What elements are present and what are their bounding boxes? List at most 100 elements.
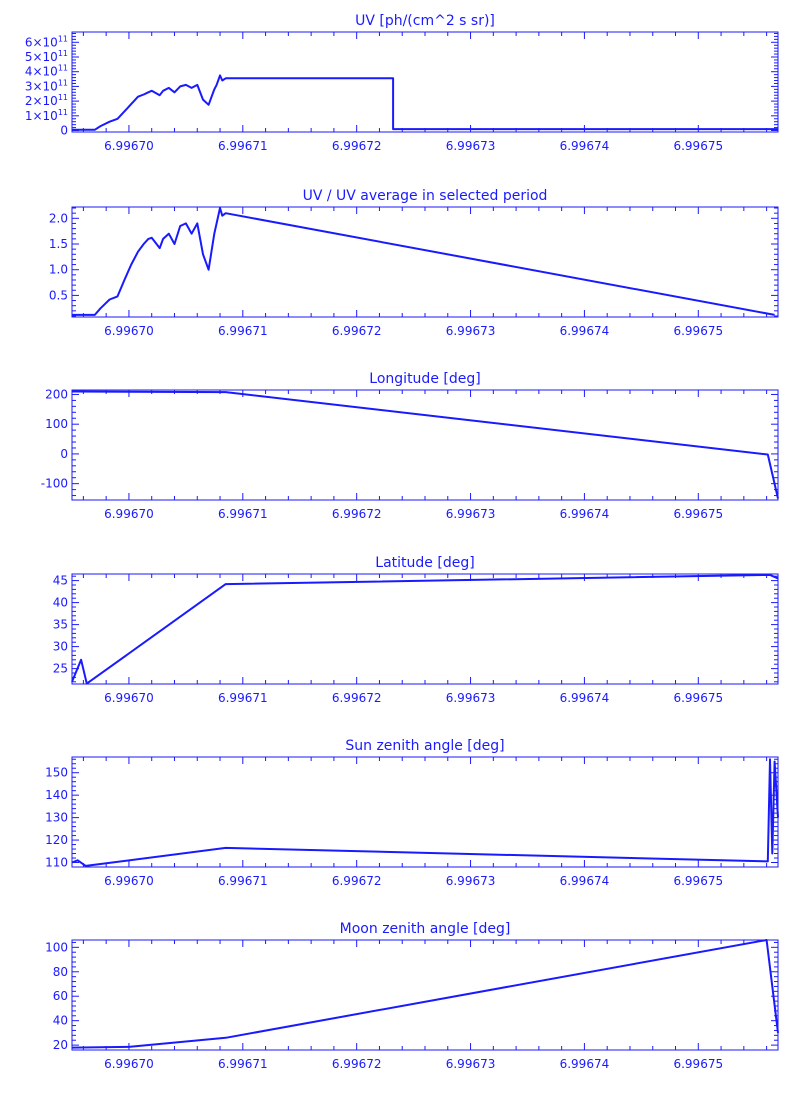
y-tick-exponent: 11 [58,49,68,58]
y-tick-label: 100 [45,417,68,431]
chart-title: Longitude [deg] [369,371,480,387]
plot-frame [71,573,779,685]
plot-frame [71,31,779,133]
series-line [71,758,779,867]
x-tick-label: 6.99674 [560,507,610,521]
y-tick-label: 1×1011 [25,108,68,123]
y-tick-label: -100 [41,477,68,491]
y-tick-mantissa: 3×10 [25,79,58,93]
y-tick-label: 5×1011 [25,49,68,64]
x-tick-label: 6.99675 [673,691,723,705]
series-line [71,573,779,685]
plot-frame [71,756,779,868]
y-tick-label: 200 [45,387,68,401]
y-tick-label: 40 [53,1014,68,1028]
x-tick-label: 6.99673 [446,691,496,705]
y-tick-label: 35 [53,618,68,632]
x-tick-label: 6.99671 [218,874,268,888]
x-tick-label: 6.99674 [560,1057,610,1071]
chart-panel-4: Latitude [deg] 6.99670 6.99671 6.99672 6.996… [53,555,779,705]
y-tick-mantissa: 5×10 [25,50,58,64]
x-tick-label: 6.99671 [218,691,268,705]
x-tick-label: 6.99670 [104,1057,154,1071]
x-tick-label: 6.99672 [332,507,382,521]
chart-title: UV [ph/(cm^2 s sr)] [355,13,495,29]
chart-title: UV / UV average in selected period [303,188,548,204]
x-tick-label: 6.99672 [332,324,382,338]
x-tick-label: 6.99673 [446,139,496,153]
x-tick-label: 6.99673 [446,507,496,521]
chart-panel-1: UV [ph/(cm^2 s sr)] 6.99670 6.99671 6.99672… [25,13,779,153]
y-tick-exponent: 11 [58,64,68,73]
y-tick-mantissa: 2×10 [25,94,58,108]
x-tick-label: 6.99672 [332,691,382,705]
y-tick-label: 80 [53,965,68,979]
y-tick-mantissa: 6×10 [25,35,58,49]
x-tick-label: 6.99671 [218,139,268,153]
y-tick-label: 0.5 [49,288,68,302]
y-tick-exponent: 11 [58,78,68,87]
chart-panel-2: UV / UV average in selected period 6.9967… [49,188,779,338]
chart-title: Sun zenith angle [deg] [345,738,504,754]
y-tick-label: 60 [53,989,68,1003]
y-tick-label: 110 [45,856,68,870]
y-tick-label: 140 [45,788,68,802]
series-line [71,939,779,1049]
series-line [71,390,779,499]
x-tick-label: 6.99671 [218,324,268,338]
y-tick-exponent: 11 [58,108,68,117]
x-tick-label: 6.99675 [673,139,723,153]
x-tick-label: 6.99671 [218,1057,268,1071]
x-tick-label: 6.99670 [104,691,154,705]
series-line [72,74,778,131]
x-tick-label: 6.99672 [332,874,382,888]
x-tick-label: 6.99671 [218,507,268,521]
y-tick-label: 130 [45,811,68,825]
y-tick-label: 120 [45,833,68,847]
chart-panel-5: Sun zenith angle [deg] 6.99670 6.99671 6.99… [45,738,779,888]
x-tick-label: 6.99670 [104,874,154,888]
x-tick-label: 6.99674 [560,139,610,153]
x-tick-label: 6.99675 [673,874,723,888]
y-tick-label: 100 [45,940,68,954]
y-tick-exponent: 11 [58,93,68,102]
y-tick-mantissa: 1×10 [25,109,58,123]
y-tick-label: 40 [53,596,68,610]
y-tick-mantissa: 0 [60,124,68,138]
x-tick-label: 6.99673 [446,874,496,888]
chart-title: Moon zenith angle [deg] [340,921,511,937]
x-tick-label: 6.99672 [332,1057,382,1071]
y-tick-label: 2.0 [49,211,68,225]
y-tick-label: 30 [53,640,68,654]
x-tick-label: 6.99674 [560,324,610,338]
plot-frame [71,206,779,318]
y-tick-label: 1.0 [49,263,68,277]
plot-frame [71,389,779,501]
y-tick-label: 0 [60,124,68,138]
series-line [72,207,775,316]
x-tick-label: 6.99673 [446,324,496,338]
chart-panel-6: Moon zenith angle [deg] 6.99670 6.99671 6.9… [45,921,779,1071]
y-tick-label: 45 [53,574,68,588]
y-tick-label: 25 [53,662,68,676]
chart-panel-3: Longitude [deg] 6.99670 6.99671 6.99672 6.99… [41,371,779,521]
chart-title: Latitude [deg] [375,555,474,571]
y-tick-label: 20 [53,1038,68,1052]
x-tick-label: 6.99670 [104,324,154,338]
y-tick-label: 6×1011 [25,34,68,49]
x-tick-label: 6.99672 [332,139,382,153]
y-tick-label: 3×1011 [25,78,68,93]
x-tick-label: 6.99674 [560,874,610,888]
y-tick-label: 150 [45,766,68,780]
y-tick-label: 0 [60,447,68,461]
x-tick-label: 6.99675 [673,1057,723,1071]
x-tick-label: 6.99675 [673,324,723,338]
y-tick-mantissa: 4×10 [25,65,58,79]
x-tick-label: 6.99673 [446,1057,496,1071]
x-tick-label: 6.99674 [560,691,610,705]
y-tick-exponent: 11 [58,34,68,43]
y-tick-label: 1.5 [49,237,68,251]
x-tick-label: 6.99670 [104,507,154,521]
y-tick-label: 2×1011 [25,93,68,108]
